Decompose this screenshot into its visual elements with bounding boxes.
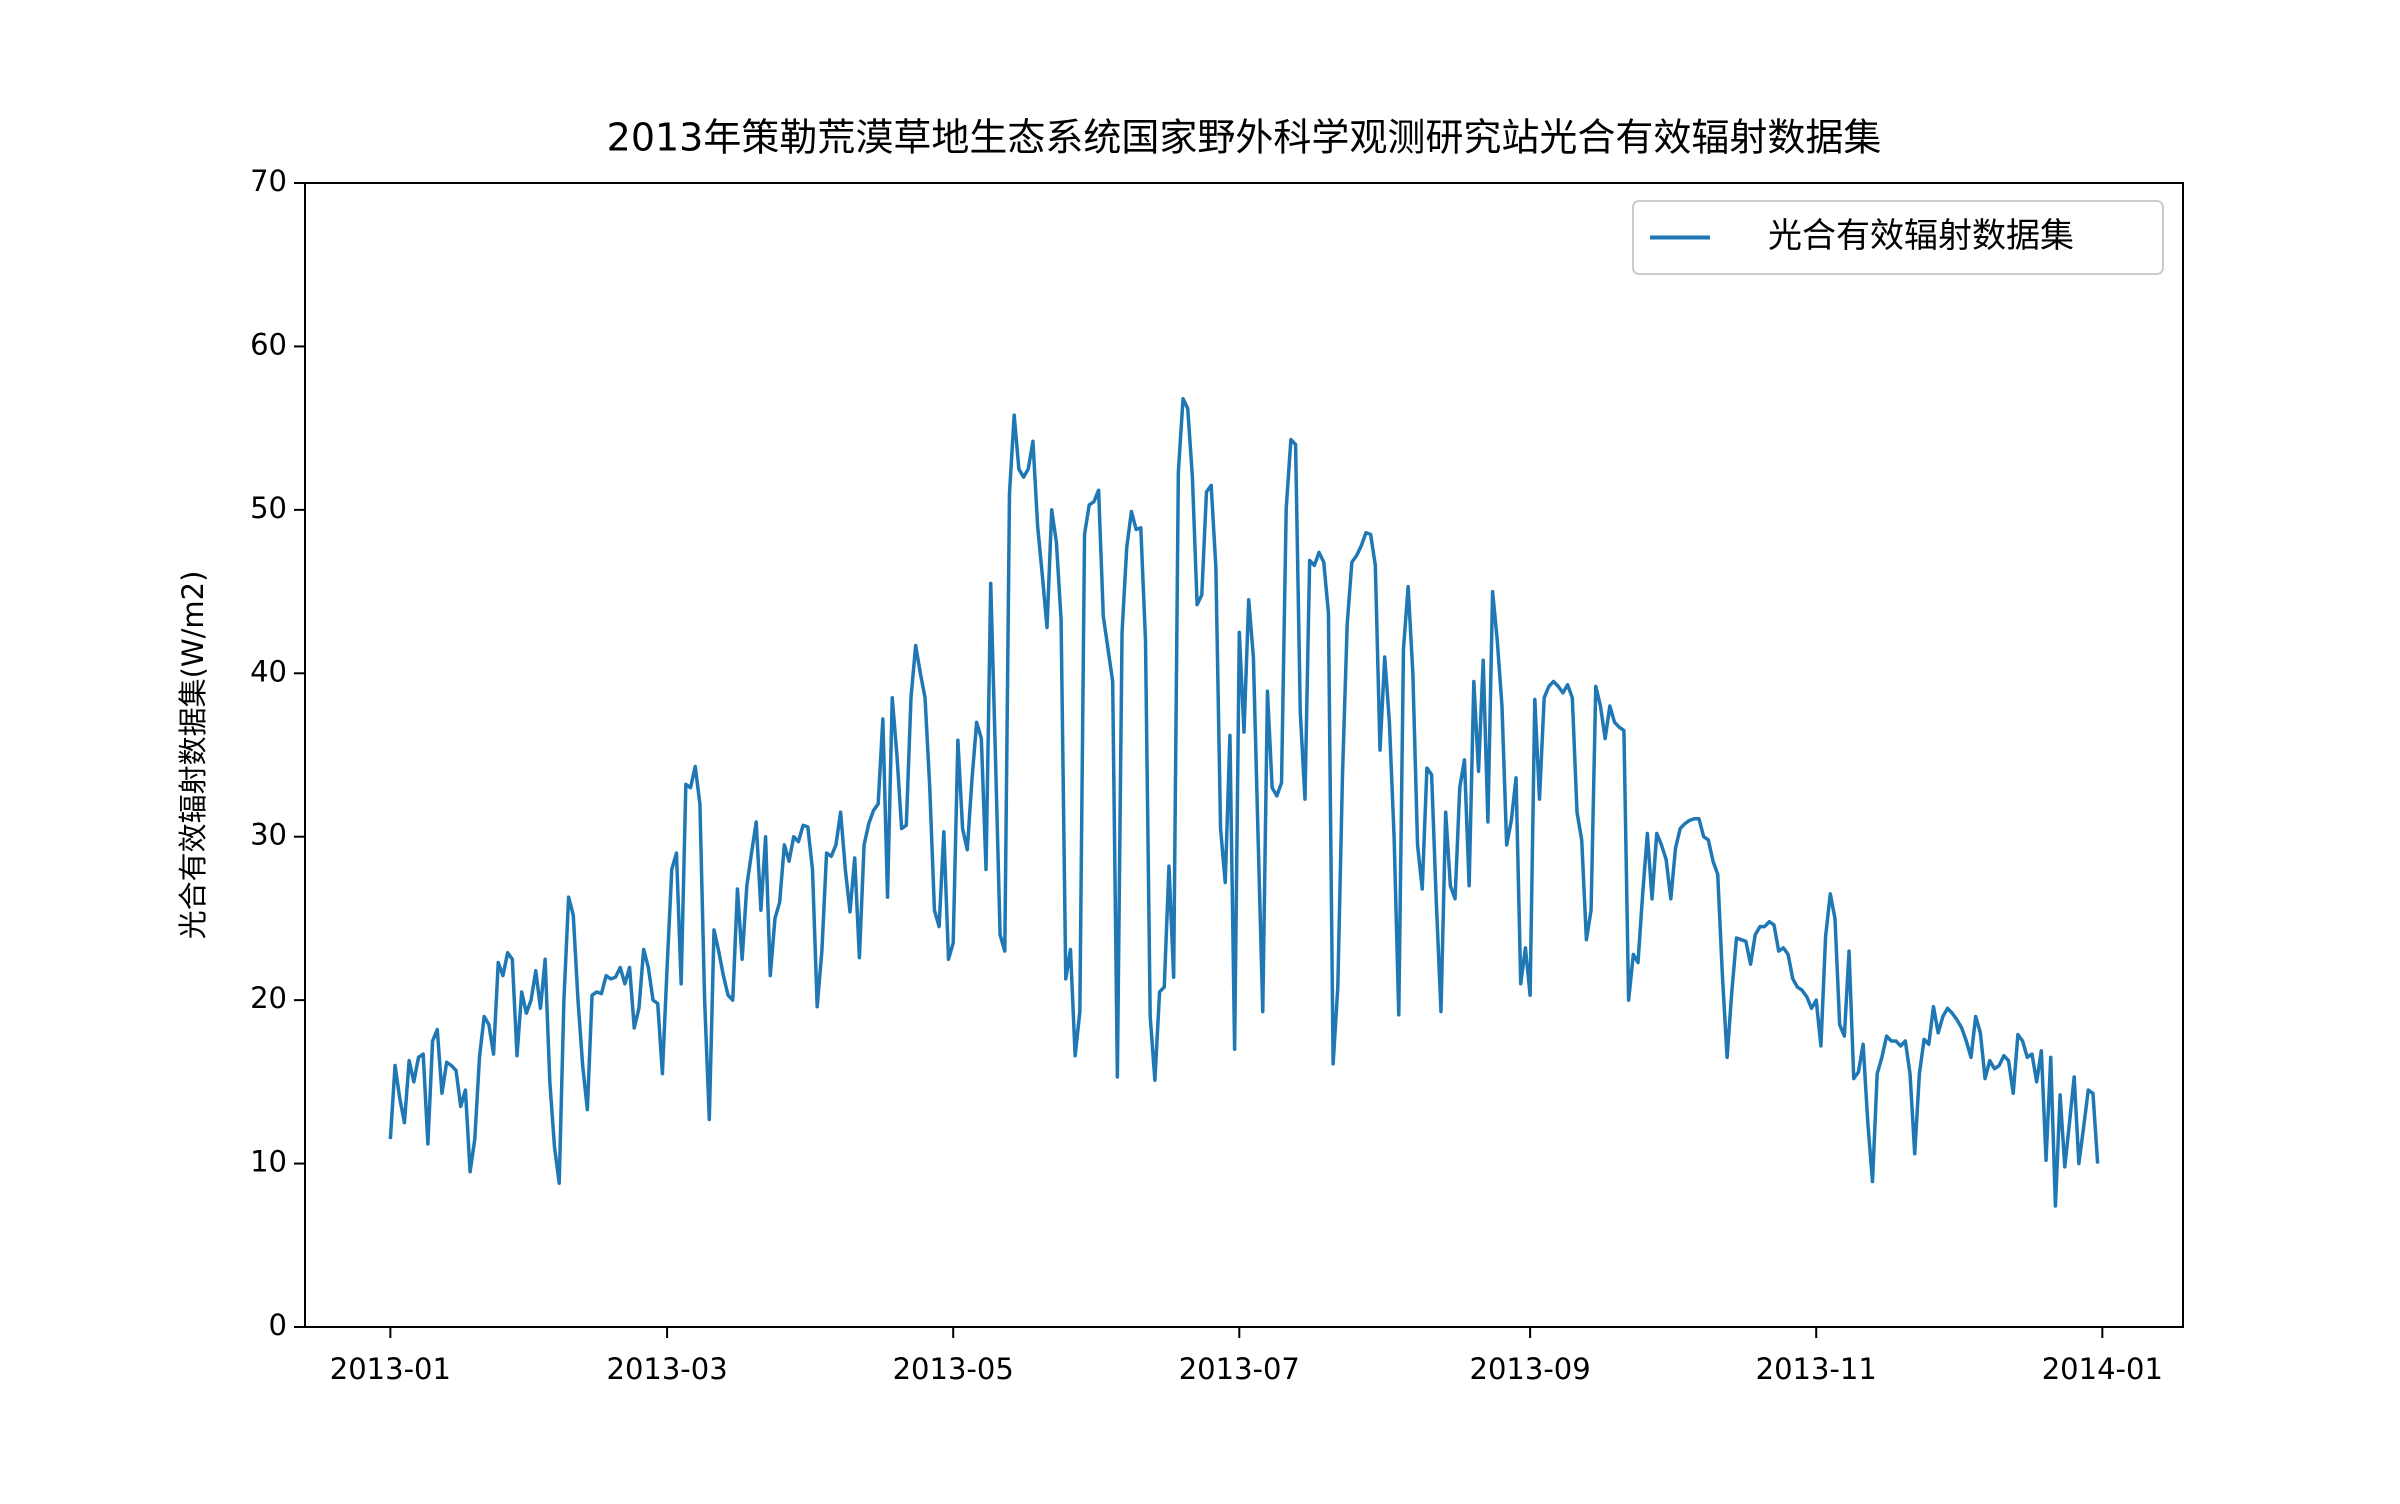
data-line (388, 396, 2100, 1208)
y-tick-label: 70 (250, 164, 287, 198)
y-tick-label: 30 (250, 818, 287, 852)
y-tick-label: 60 (250, 327, 287, 361)
y-tick-label: 50 (250, 491, 287, 525)
y-tick-label: 0 (269, 1308, 287, 1342)
y-tick-label: 10 (250, 1145, 287, 1179)
y-tick-label: 20 (250, 981, 287, 1015)
chart-title: 2013年策勒荒漠草地生态系统国家野外科学观测研究站光合有效辐射数据集 (607, 116, 1882, 160)
x-tick-label: 2013-11 (1756, 1352, 1877, 1386)
y-axis-label: 光合有效辐射数据集(W/m2) (176, 571, 210, 940)
legend-label: 光合有效辐射数据集 (1768, 216, 2074, 256)
x-tick-label: 2013-09 (1470, 1352, 1591, 1386)
x-tick-label: 2014-01 (2042, 1352, 2163, 1386)
legend-box (1632, 200, 2164, 275)
plot-frame (304, 182, 2184, 1328)
x-tick-label: 2013-05 (893, 1352, 1014, 1386)
x-tick-label: 2013-07 (1179, 1352, 1300, 1386)
x-tick-label: 2013-03 (607, 1352, 728, 1386)
y-tick-label: 40 (250, 654, 287, 688)
x-tick-label: 2013-01 (330, 1352, 451, 1386)
